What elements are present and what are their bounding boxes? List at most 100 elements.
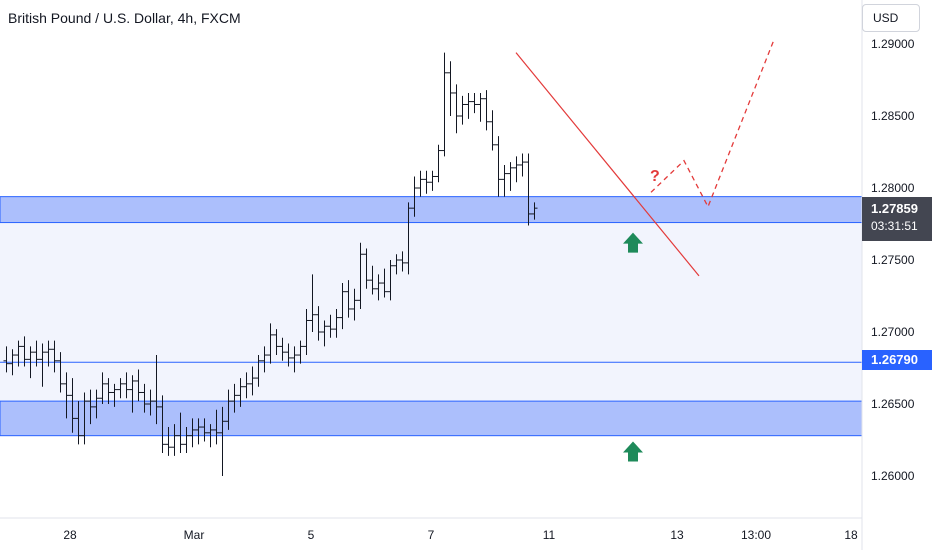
ohlc-bar (525, 153, 532, 226)
price-tick-label: 1.28500 (871, 109, 915, 123)
ohlc-bar (417, 170, 424, 197)
ohlc-bar (171, 424, 178, 456)
time-tick-label: 18 (844, 528, 858, 542)
current-price-badge: 1.27859 03:31:51 (862, 197, 932, 241)
ohlc-bar (321, 320, 328, 347)
ohlc-bar (117, 378, 124, 399)
ohlc-bar (279, 337, 286, 361)
support-zone (0, 400, 863, 437)
horizontal-level-badge: 1.26790 (862, 350, 932, 370)
ohlc-bar (513, 156, 520, 183)
ohlc-bar (195, 418, 202, 445)
time-tick-label: 7 (428, 528, 435, 542)
ohlc-bar (309, 274, 316, 332)
ohlc-bar (519, 153, 526, 177)
ohlc-bar (315, 306, 322, 341)
price-tick-label: 1.27500 (871, 253, 915, 267)
ohlc-bar (465, 92, 472, 119)
resistance-support-zone (0, 196, 863, 224)
ohlc-bar (135, 369, 142, 402)
time-tick-label: 28 (63, 528, 77, 542)
ohlc-bar (267, 323, 274, 364)
ohlc-bar (297, 340, 304, 364)
ohlc-bar (39, 343, 46, 387)
ohlc-bar (201, 418, 208, 442)
ohlc-bar (51, 340, 58, 373)
ohlc-bar (489, 110, 496, 151)
zones-layer (0, 196, 863, 437)
ohlc-bar (141, 383, 148, 413)
ohlc-bar (189, 418, 196, 448)
ohlc-bar (531, 202, 538, 220)
up-arrow-icon (623, 232, 643, 253)
ohlc-bar (159, 395, 166, 453)
ohlc-bar (333, 308, 340, 338)
up-arrow-icon (623, 441, 643, 462)
ohlc-bar (45, 340, 52, 367)
ohlc-bar (339, 283, 346, 330)
current-price-label: 1.27859 (871, 201, 918, 216)
ohlc-bar (501, 164, 508, 197)
ohlc-bar (99, 372, 106, 404)
ohlc-bar (393, 254, 400, 275)
ohlc-bar (9, 349, 16, 376)
ohlc-bar (447, 61, 454, 116)
ohlc-bar (237, 378, 244, 407)
ohlc-bar (387, 260, 394, 301)
ohlc-bar (213, 409, 220, 445)
ohlc-bar (363, 248, 370, 289)
ohlc-bar (123, 372, 130, 399)
time-tick-label: 11 (543, 528, 556, 542)
ohlc-bar (273, 329, 280, 356)
ohlc-bar (471, 92, 478, 114)
time-axis[interactable]: 28 Mar 5 7 11 13 13:00 18 (63, 528, 858, 542)
ohlc-bar (291, 346, 298, 373)
currency-selector[interactable]: USD (862, 4, 920, 32)
ohlc-bar (165, 427, 172, 456)
trendline (515, 52, 700, 277)
drawings-layer (515, 39, 775, 462)
ohlc-bar (69, 378, 76, 433)
time-tick-label: 5 (308, 528, 315, 542)
ohlc-bar (153, 355, 160, 425)
ohlc-bar (57, 352, 64, 393)
ohlc-bar (381, 268, 388, 298)
price-tick-label: 1.28000 (871, 181, 915, 195)
ohlc-bar (33, 340, 40, 367)
time-tick-label: 13:00 (741, 528, 771, 542)
ohlc-bar (81, 392, 88, 445)
ohlc-bar (3, 346, 10, 373)
price-tick-label: 1.27000 (871, 325, 915, 339)
ohlc-bar (327, 314, 334, 338)
ohlc-bar (225, 389, 232, 430)
ohlc-bar (507, 162, 514, 191)
ohlc-bar (75, 401, 82, 445)
ohlc-bar (63, 372, 70, 419)
ohlc-bar (411, 176, 418, 217)
ohlc-bar (453, 84, 460, 134)
chart-title: British Pound / U.S. Dollar, 4h, FXCM (8, 10, 241, 26)
ohlc-bar (243, 372, 250, 399)
price-tick-label: 1.29000 (871, 37, 915, 51)
ohlc-bar (249, 366, 256, 396)
ohlc-bar (477, 92, 484, 122)
ohlc-bar (423, 170, 430, 194)
ohlc-bar (303, 308, 310, 356)
ohlc-bar (405, 202, 412, 275)
ohlc-bar (441, 52, 448, 157)
ohlc-bar (255, 355, 262, 387)
ohlc-bar (93, 389, 100, 419)
price-tick-label: 1.26500 (871, 397, 915, 411)
ohlc-bar (27, 346, 34, 379)
ohlc-bar (357, 242, 364, 309)
ohlc-bar (15, 340, 22, 367)
bar-countdown-label: 03:31:51 (871, 219, 918, 233)
ohlc-bar (345, 280, 352, 318)
range-background (0, 222, 862, 402)
price-tick-label: 1.26000 (871, 469, 915, 483)
ohlc-bar (87, 389, 94, 425)
price-axis[interactable]: 1.29000 1.28500 1.28000 1.27500 1.27000 1.265… (871, 37, 915, 483)
ohlc-bar (183, 427, 190, 453)
ohlc-bar (495, 136, 502, 197)
